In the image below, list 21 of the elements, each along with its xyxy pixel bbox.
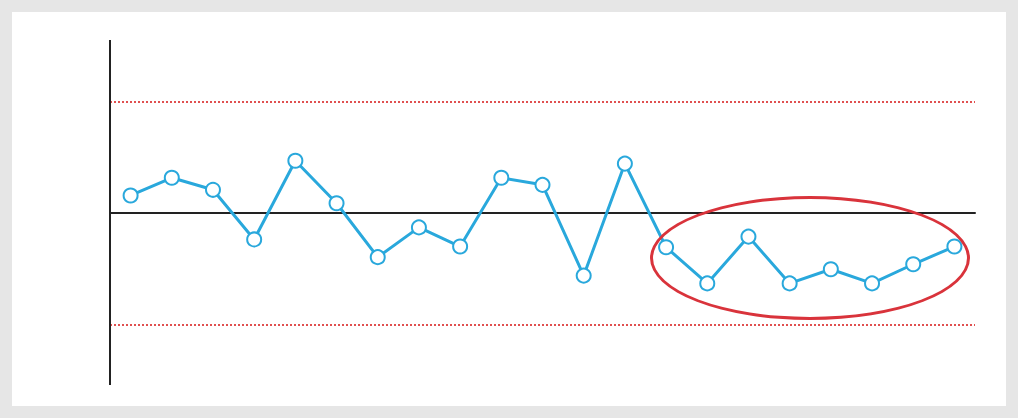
point [575, 267, 592, 284]
point [822, 261, 839, 278]
point [616, 155, 633, 172]
point [287, 152, 304, 169]
point [534, 176, 551, 193]
point [369, 249, 386, 266]
point [699, 275, 716, 292]
point [946, 238, 963, 255]
point [410, 219, 427, 236]
point [493, 169, 510, 186]
point [246, 231, 263, 248]
point [781, 275, 798, 292]
point [452, 238, 469, 255]
point [864, 275, 881, 292]
point [740, 228, 757, 245]
point [204, 181, 221, 198]
point [658, 239, 675, 256]
point [905, 256, 922, 273]
point [328, 195, 345, 212]
point [122, 187, 139, 204]
point [163, 169, 180, 186]
